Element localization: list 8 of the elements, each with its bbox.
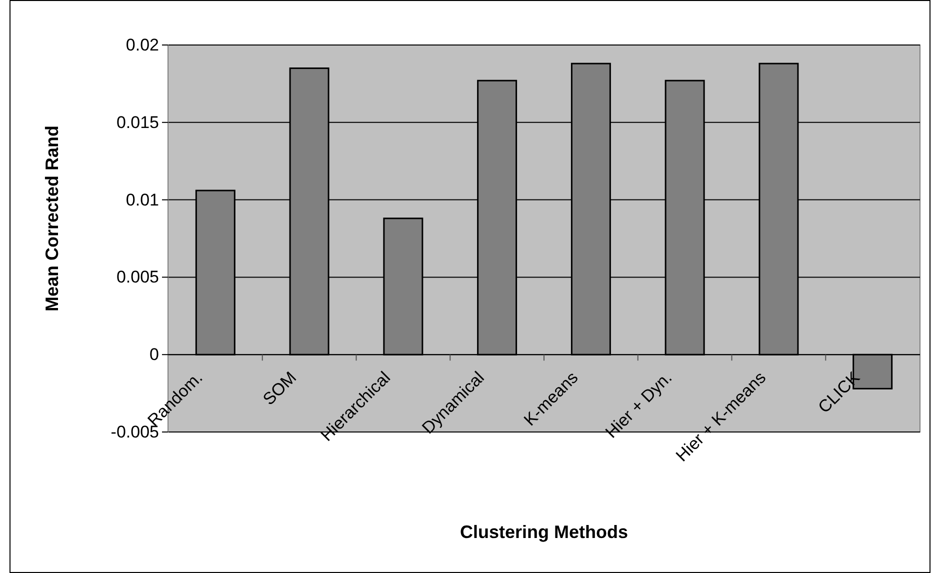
y-tick-label: 0.015 [116,112,159,132]
x-axis-title: Clustering Methods [460,522,628,542]
y-tick-label: 0.005 [116,268,159,287]
x-tick-label: Hier + Dyn. [602,368,676,442]
y-axis-title: Mean Corrected Rand [42,125,62,312]
y-tick-label: 0 [150,345,159,364]
y-tick-label: 0.01 [126,190,159,210]
y-tick-label: 0.02 [126,35,159,54]
